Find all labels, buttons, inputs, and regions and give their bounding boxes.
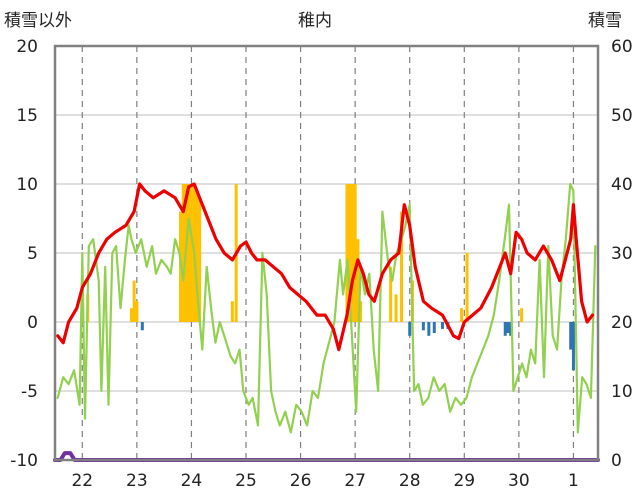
orange-bar — [189, 184, 193, 322]
blue-bar — [421, 322, 425, 331]
orange-bar — [520, 308, 524, 322]
orange-bar — [348, 184, 352, 322]
orange-bar — [181, 184, 185, 322]
blue-bar — [503, 322, 507, 336]
orange-bar — [187, 184, 191, 322]
blue-bar — [408, 322, 412, 336]
y-left-tick-label: 20 — [16, 37, 38, 57]
orange-bar — [389, 266, 393, 322]
orange-bar — [350, 184, 354, 322]
blue-bar — [506, 322, 510, 334]
orange-bar — [353, 184, 357, 322]
orange-bar — [129, 308, 133, 322]
orange-bar — [230, 301, 234, 322]
y-left-tick-label: 15 — [16, 106, 38, 126]
right-axis-title: 積雪 — [588, 11, 622, 31]
x-tick-label: 23 — [126, 471, 148, 491]
x-tick-label: 26 — [290, 471, 312, 491]
x-tick-label: 28 — [399, 471, 421, 491]
blue-bar — [571, 322, 575, 371]
y-right-tick-label: 30 — [611, 244, 633, 264]
orange-bar — [460, 308, 464, 322]
orange-bar — [400, 211, 404, 322]
x-tick-label: 29 — [453, 471, 475, 491]
left-axis-title: 積雪以外 — [4, 11, 72, 31]
orange-bar — [394, 294, 398, 322]
orange-bar — [195, 190, 199, 322]
x-tick-label: 25 — [235, 471, 257, 491]
orange-bar — [359, 301, 363, 322]
y-left-tick-label: 5 — [27, 244, 38, 264]
red-series-line — [56, 182, 595, 352]
y-right-tick-label: 20 — [611, 313, 633, 333]
orange-bar — [345, 184, 349, 322]
x-tick-label: 1 — [568, 471, 579, 491]
x-tick-label: 27 — [344, 471, 366, 491]
blue-bar — [440, 322, 444, 329]
y-left-tick-label: 0 — [27, 313, 38, 333]
orange-bar — [135, 301, 139, 322]
blue-bar — [432, 322, 436, 334]
plot-frame — [53, 44, 600, 462]
blue-bar — [509, 322, 513, 336]
y-right-tick-label: 10 — [611, 382, 633, 402]
chart-title: 稚内 — [298, 11, 332, 31]
orange-bar — [356, 239, 360, 322]
blue-bar — [569, 322, 573, 350]
orange-bar — [198, 197, 202, 322]
y-right-tick-label: 50 — [611, 106, 633, 126]
y-right-tick-label: 40 — [611, 175, 633, 195]
orange-bar — [465, 253, 469, 322]
x-tick-label: 24 — [181, 471, 203, 491]
blue-bar — [427, 322, 431, 336]
y-left-tick-label: -5 — [21, 382, 38, 402]
y-left-tick-label: 10 — [16, 175, 38, 195]
y-right-tick-label: 60 — [611, 37, 633, 57]
x-tick-label: 30 — [508, 471, 530, 491]
orange-bar — [132, 280, 136, 322]
blue-bar — [140, 322, 144, 331]
y-right-tick-label: 0 — [611, 451, 622, 471]
y-left-tick-label: -10 — [10, 451, 38, 471]
green-series-line — [56, 182, 597, 434]
x-tick-label: 22 — [71, 471, 93, 491]
